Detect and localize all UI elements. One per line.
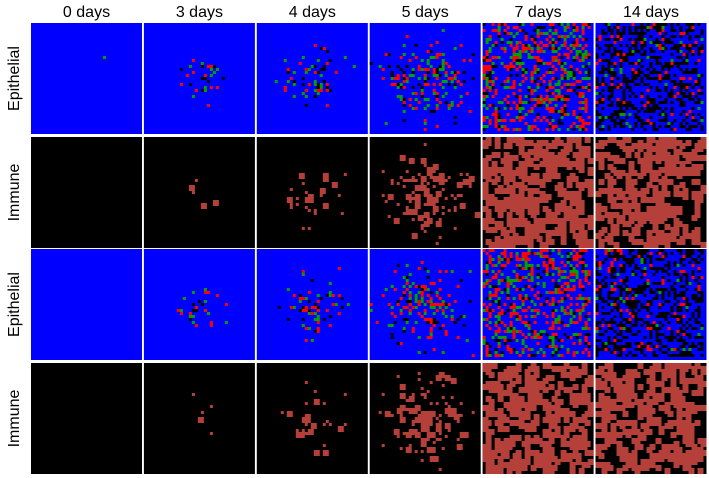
cell-dots: [274, 47, 356, 98]
cell-dots: [482, 137, 594, 248]
panel: [143, 363, 255, 474]
row-label: Epithelial: [6, 272, 23, 337]
panel-background: [143, 23, 255, 134]
panel-background: [31, 137, 142, 248]
panel: [595, 363, 707, 474]
panel: [256, 23, 368, 134]
cell-dots: [595, 363, 707, 474]
panel: [143, 137, 255, 248]
cell-dots: [595, 137, 707, 248]
panel: [31, 137, 142, 248]
cell-dots: [482, 23, 591, 131]
cell-dots: [482, 23, 591, 131]
panel: [482, 23, 594, 134]
panel: [482, 249, 594, 360]
cell-dots: [595, 249, 704, 354]
panel: [31, 363, 142, 474]
panel: [595, 249, 707, 360]
column-header: 0 days: [63, 4, 110, 21]
cell-dots: [286, 47, 332, 107]
cell-dots: [369, 44, 475, 125]
column-header: 4 days: [289, 4, 336, 21]
cell-dots: [188, 179, 219, 209]
cell-dots: [179, 65, 225, 92]
cell-dots: [191, 393, 213, 435]
panel: [369, 363, 481, 474]
panel-background: [31, 249, 142, 360]
cell-dots: [482, 249, 591, 357]
column-header: 14 days: [623, 4, 679, 21]
panel: [482, 363, 594, 474]
column-header: 5 days: [402, 4, 449, 21]
cell-dots: [595, 23, 704, 131]
panel: [31, 249, 142, 360]
cell-dots: [381, 35, 472, 131]
cell-dots: [188, 300, 204, 321]
panel-background: [31, 23, 142, 134]
panel-background: [31, 363, 142, 474]
cell-dots: [286, 173, 347, 230]
cell-dots: [381, 143, 481, 245]
panel-background: [256, 137, 368, 248]
panel: [143, 23, 255, 134]
cell-dots: [390, 264, 472, 354]
row-label: Epithelial: [6, 46, 23, 111]
panel-background: [143, 249, 255, 360]
cell-dots: [188, 62, 219, 98]
panel: [256, 249, 368, 360]
panel-background: [256, 363, 368, 474]
cell-dots: [378, 372, 475, 471]
cell-dots: [369, 264, 472, 354]
panel: [256, 363, 368, 474]
cell-dots: [286, 273, 350, 342]
panel: [256, 137, 368, 248]
cell-dots: [482, 249, 591, 357]
panel-background: [256, 23, 368, 134]
panel: [369, 137, 481, 248]
panel: [595, 23, 707, 134]
cell-dots: [482, 363, 594, 474]
panel: [143, 249, 255, 360]
row-label: Immune: [6, 164, 23, 222]
panel-background: [256, 249, 368, 360]
panel: [595, 137, 707, 248]
column-header: 3 days: [176, 4, 223, 21]
panel: [369, 249, 481, 360]
panel-background: [143, 137, 255, 248]
panel: [482, 137, 594, 248]
panel: [31, 23, 142, 134]
row-label: Immune: [6, 390, 23, 448]
column-header: 7 days: [515, 4, 562, 21]
panel: [369, 23, 481, 134]
cell-dots: [280, 381, 347, 456]
cell-dots: [103, 56, 106, 59]
